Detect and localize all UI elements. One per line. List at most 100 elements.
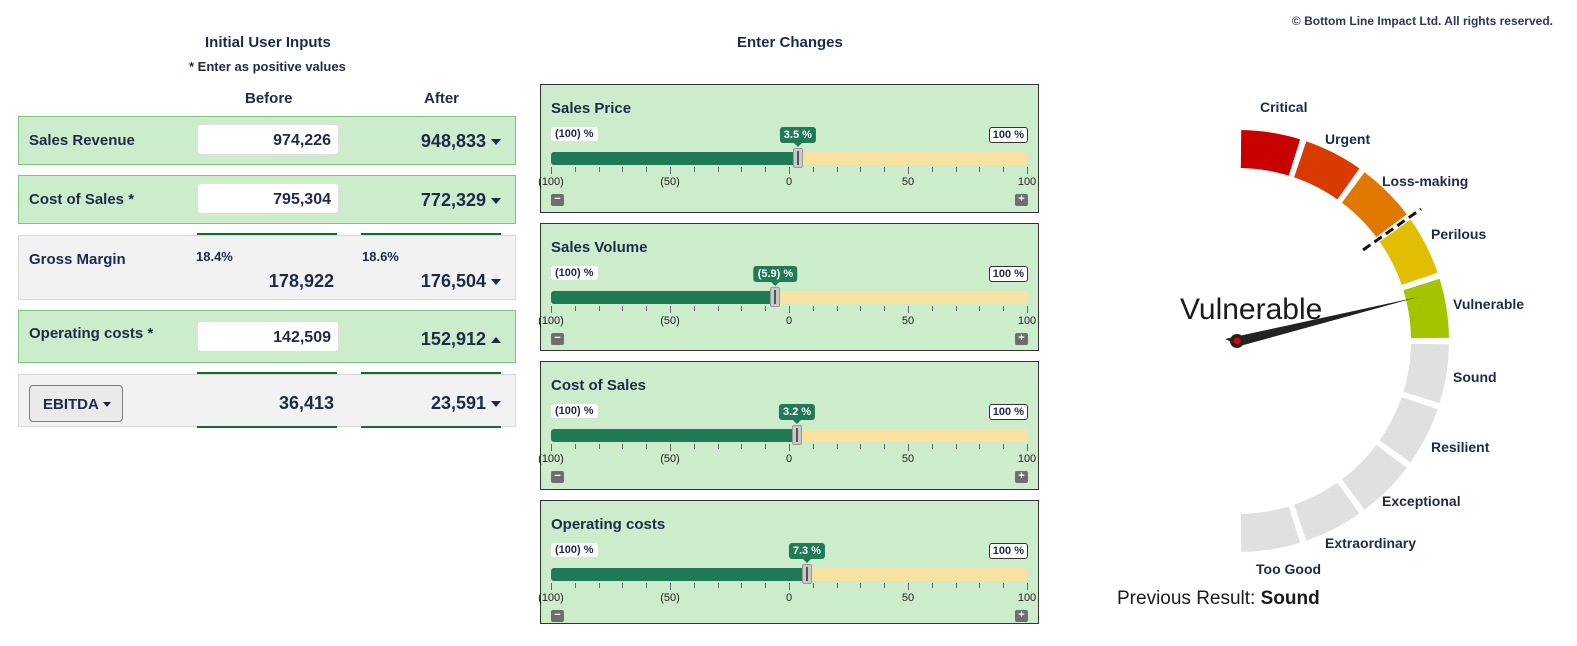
caret-down-icon (491, 279, 501, 286)
caret-down-icon (491, 198, 501, 205)
slider-tick (1003, 167, 1005, 172)
slider-handle[interactable] (770, 287, 781, 307)
slider-handle[interactable] (792, 425, 803, 445)
increase-button[interactable]: + (1015, 333, 1028, 345)
slider-tick (670, 444, 671, 451)
caret-down-icon (102, 402, 111, 407)
slider-tick (741, 306, 743, 311)
slider-tick (622, 583, 624, 588)
slider-handle[interactable] (792, 148, 803, 168)
slider-tick (765, 583, 767, 588)
decrease-button[interactable]: − (551, 194, 564, 206)
slider-tick (812, 444, 814, 449)
slider-tick (693, 167, 695, 172)
slider-tick (979, 444, 981, 449)
sales-revenue-after: 948,833 (421, 131, 501, 152)
slider-tick (670, 583, 671, 590)
slider-tick (717, 583, 719, 588)
gauge-segment (1376, 394, 1441, 466)
increase-button[interactable]: + (1015, 194, 1028, 206)
slider-tick (1027, 306, 1028, 313)
slider-value-bubble: 7.3 % (788, 543, 825, 563)
increase-button[interactable]: + (1015, 610, 1028, 622)
slider-tick (717, 167, 719, 172)
operating-costs-after-value: 152,912 (420, 329, 486, 349)
slider-tick-label: (50) (660, 315, 680, 327)
slider-tick (836, 167, 838, 172)
slider-tick (765, 306, 767, 311)
slider-tick (789, 306, 790, 313)
slider-tick-label: (100) (538, 592, 564, 604)
slider-fill (551, 291, 776, 304)
ebitda-dropdown-button[interactable]: EBITDA (29, 385, 123, 422)
operating-costs-input[interactable]: 142,509 (197, 321, 339, 352)
previous-result: Previous Result: Sound (1117, 588, 1320, 610)
slider-tick (812, 583, 814, 588)
gauge-segment (1400, 341, 1451, 406)
cost-of-sales-label: Cost of Sales * (29, 191, 135, 208)
slider-tick (646, 306, 648, 311)
previous-result-value: Sound (1260, 588, 1320, 609)
slider-tick (551, 583, 552, 590)
slider-tick (598, 167, 600, 172)
gauge-segment (1339, 169, 1410, 240)
slider-tick-label: 0 (785, 592, 793, 604)
slider-tick (955, 306, 957, 311)
slider-tick (646, 583, 648, 588)
gauge-segment (1400, 276, 1451, 341)
gauge-segment (1291, 138, 1363, 203)
sales-revenue-after-value: 948,833 (420, 131, 486, 151)
slider-handle[interactable] (801, 564, 812, 584)
slider-fill (551, 152, 798, 165)
slider-tick (717, 444, 719, 449)
decrease-button[interactable]: − (551, 610, 564, 622)
slider-tick-label: 100 (1017, 592, 1037, 604)
slider-tick (1027, 167, 1028, 174)
slider-tick (741, 444, 743, 449)
slider-ticks (551, 444, 1028, 451)
slider-title: Operating costs (551, 516, 666, 533)
slider-track[interactable] (551, 291, 1028, 304)
caret-up-icon (491, 337, 501, 344)
underline (197, 372, 337, 374)
gauge-label: Critical (1260, 99, 1307, 115)
underline (197, 426, 337, 428)
sales-revenue-input[interactable]: 974,226 (197, 124, 339, 155)
slider-tick (765, 167, 767, 172)
slider-track[interactable] (551, 429, 1028, 442)
slider-tick (955, 167, 957, 172)
slider-track[interactable] (551, 568, 1028, 581)
slider-min-label: (100) % (551, 404, 598, 418)
slider-tick (955, 444, 957, 449)
before-column-header: Before (245, 90, 293, 107)
cost-of-sales-after-value: 772,329 (420, 190, 486, 210)
slider-tick (884, 583, 886, 588)
slider-min-label: (100) % (551, 266, 598, 280)
slider-tick (931, 583, 933, 588)
decrease-button[interactable]: − (551, 333, 564, 345)
slider-track[interactable] (551, 152, 1028, 165)
underline (361, 233, 501, 235)
slider-title: Cost of Sales (551, 377, 647, 394)
cost-of-sales-input[interactable]: 795,304 (197, 183, 339, 214)
slider-tick (884, 167, 886, 172)
gauge-segment (1238, 503, 1303, 554)
slider-tick-label: (50) (660, 453, 680, 465)
caret-down-icon (491, 139, 501, 146)
gross-margin-after-pct: 18.6% (362, 249, 399, 264)
slider-ticks (551, 583, 1028, 590)
slider-tick (693, 306, 695, 311)
slider-tick-label: (100) (538, 453, 564, 465)
slider-tick (646, 167, 648, 172)
ebitda-after-value: 23,591 (430, 393, 486, 413)
slider-tick (1003, 306, 1005, 311)
slider-tick (1003, 583, 1005, 588)
previous-marker-line (1362, 207, 1422, 252)
health-gauge: Critical Urgent Loss-making Perilous Vulnera… (1225, 99, 1524, 577)
slider-tick (574, 167, 576, 172)
decrease-button[interactable]: − (551, 471, 564, 483)
gross-margin-before-value: 178,922 (268, 271, 334, 291)
increase-button[interactable]: + (1015, 471, 1028, 483)
slider-tick (670, 306, 671, 313)
slider-tick (717, 306, 719, 311)
